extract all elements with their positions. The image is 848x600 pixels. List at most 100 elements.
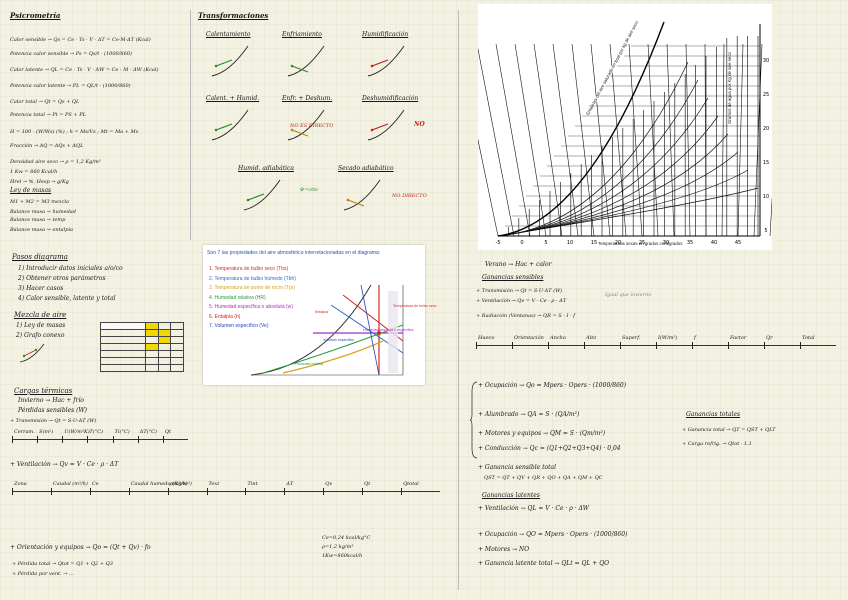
card-prop-0: 1. Temperatura de bulbo seco (Tbs) [209, 266, 289, 272]
t1-header-5: ΔT(°C) [139, 429, 157, 435]
abaco-ytick-4: 25 [763, 92, 769, 98]
verano-motores: + Motores y equipos → QM = S · (Qm/m²) [478, 430, 606, 437]
t2-tick-2 [89, 488, 91, 495]
mezcla-title: Mezcla de aire [14, 311, 67, 319]
card-prop-1: 2. Temperatura de bulbo húmedo (Tbh) [209, 275, 296, 282]
abaco-ytick-2: 15 [763, 160, 769, 166]
transform-sketch-1 [287, 45, 325, 77]
psicrometria-title: Psicrometría [10, 11, 61, 20]
t2-tick-7 [284, 488, 286, 495]
t2-header-2: Ce [91, 481, 99, 487]
verano-vent-latente: + Ventilación → QL = V · Ce · ρ · ΔW [478, 505, 589, 512]
psicrometria-line-7: Fracción → ΔQ = ΔQs + ΔQL [10, 143, 84, 149]
t3-tick-2 [548, 342, 549, 349]
t3-header-6: f [694, 335, 696, 341]
abaco-xtick-3: 10 [567, 240, 573, 246]
divider-1 [190, 10, 191, 240]
transform-label-4: Enfr. + Deshum. [282, 95, 333, 102]
card-axis-h: Entalpía [315, 310, 329, 314]
t3-tick-8 [764, 342, 765, 349]
psicrometria-line-15: Balance masa → entalpía [10, 227, 73, 233]
t2-tick-8 [323, 488, 325, 495]
note-no-directo-2: NO DIRECTO [392, 193, 427, 199]
propiedades-table [100, 322, 184, 372]
t1-header-3: T(°C) [89, 429, 103, 435]
t2-tick-1 [50, 488, 52, 495]
t2-header-5: Text [208, 481, 220, 487]
psicrometria-line-8: Densidad aire seco → ρ = 1,2 Kg/m³ [10, 159, 101, 165]
card-prop-6: 7. Volumen específico (Ve) [209, 323, 269, 329]
t2-tick-9 [362, 488, 364, 495]
igual-invierno-note: Igual que invierno [605, 292, 652, 298]
psicrometria-line-2: Calor latente → QL = Ce · Ts · V · ΔW = … [10, 67, 159, 73]
card-axis-hr: Humedad relativa [295, 362, 324, 366]
t2-header-6: Tint [247, 481, 258, 487]
abaco-xtick-7: 30 [663, 240, 669, 246]
transform-sketch-4 [287, 109, 325, 141]
t1-tick-6 [162, 436, 164, 443]
abaco-xtick-10: 45 [735, 240, 741, 246]
t1-tick-3 [87, 436, 89, 443]
t3-tick-0 [476, 342, 477, 349]
transform-label-6: Humid. adiabática [238, 165, 294, 172]
t3-header-2: Ancho [550, 335, 566, 341]
mini-psychrometric-diagram [250, 284, 404, 376]
t3-header-1: Orientación [514, 335, 544, 341]
abaco-xtick-8: 35 [687, 240, 693, 246]
paso-item-0: 1) Introducir datos iniciales a/o/co [18, 265, 123, 272]
psicrometria-line-10: Hrel → %, Hesp → g/Kg [10, 179, 69, 185]
t3-header-4: Superf. [622, 335, 641, 341]
ganancias-latentes-title: Ganancias latentes [482, 492, 540, 499]
t3-tick-4 [620, 342, 621, 349]
abaco-xtick-1: 0 [520, 240, 523, 246]
verano-radiacion: + Radiación (Ventanas) → QR = S · I · f [476, 313, 576, 319]
ganancias-totales-title: Ganancias totales [686, 411, 741, 418]
t3-tick-3 [584, 342, 585, 349]
verano-ocup-latente: + Ocupación → QO = Mpers · Opers · (1000… [478, 531, 628, 538]
note-no: NO [414, 121, 425, 128]
card-axis-tbs: Temperatura de bulbo seco [393, 304, 437, 308]
perdida-total: + Pérdida total → Qtot = Q1 + Q2 + Q3 [12, 561, 113, 567]
transform-sketch-6 [243, 179, 281, 211]
transmision-invierno: + Transmisión → Qt = S·U·ΔT (W) [10, 418, 97, 424]
t2-tick-5 [206, 488, 208, 495]
abaco-ytick-3: 20 [763, 126, 769, 132]
transform-label-3: Calent. + Humid. [206, 95, 260, 102]
perdida-vent: + Pérdida por vent. → ... [12, 571, 74, 577]
verano-bracket [470, 381, 478, 459]
carga-refrig: + Carga refrig. → Qtot · 1,1 [682, 441, 752, 447]
cargas-title: Cargas térmicas [14, 387, 73, 395]
t2-header-3: Caudal humedo (m³/h) [130, 481, 188, 487]
t2-tick-10 [401, 488, 403, 495]
abaco-xtick-2: 5 [544, 240, 547, 246]
abaco-xtick-4: 15 [591, 240, 597, 246]
card-prop-5: 6. Entalpía (h) [209, 313, 241, 320]
t3-header-8: Qr [766, 335, 773, 341]
abaco-xtick-6: 25 [639, 240, 645, 246]
verano-ocupacion: + Ocupación → Qo = Mpers · Opers · (1000… [478, 382, 627, 389]
t1-header-6: Qt [164, 429, 171, 435]
abaco-y-label: Gramos de agua por Kg de aire seco [727, 52, 732, 124]
transform-sketch-7 [343, 179, 381, 211]
t3-tick-9 [800, 342, 801, 349]
transform-label-7: Secado adiabático [338, 165, 394, 172]
verano-conduccion: + Conducción → Qc = (Q1+Q2+Q3+Q4) · 0,04 [478, 445, 621, 452]
abaco-x-label: Temperaturas secas en grados centígrados [598, 241, 683, 246]
gst-formula: QST = QT + QV + QR + QO + QA + QM + QC [484, 475, 603, 481]
note-kw: 1Kw=860kcal/h [322, 553, 363, 559]
t2-header-10: Qtotal [403, 481, 419, 487]
abaco-xtick-0: -5 [496, 240, 501, 246]
t1-tick-1 [37, 436, 39, 443]
note-phi: Φ=ctte [300, 187, 319, 193]
pasos-title: Pasos diagrama [12, 253, 68, 261]
properties-diagram-card: Son 7 las propiedades del aire atmosféri… [203, 245, 437, 385]
t1-header-1: S(m²) [39, 429, 54, 435]
card-prop-2: 3. Temperatura de punto de rocío (Tpr) [209, 285, 296, 291]
note-ce: Ce=0,24 kcal/kg°C [322, 535, 371, 541]
t1-rule [12, 439, 188, 440]
t3-header-9: Total [802, 335, 815, 341]
psicrometria-line-6: H = 100 · (W/Ws) (%) ; h = Ms/Vs ; Mt = … [10, 129, 139, 135]
invierno-label: Invierno → Hac + frío [18, 397, 84, 404]
t2-tick-6 [245, 488, 247, 495]
t2-header-9: Qt [364, 481, 371, 487]
